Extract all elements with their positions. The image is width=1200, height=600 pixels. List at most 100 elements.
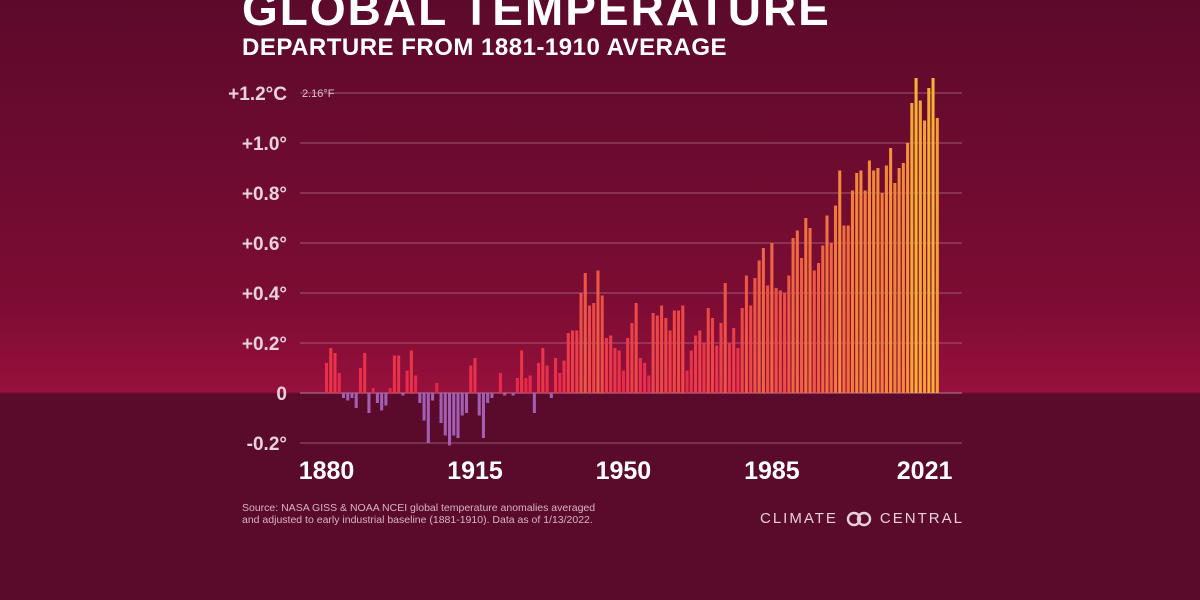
bar-1913 — [464, 393, 469, 413]
bar-1881 — [329, 348, 333, 393]
bar-1953 — [634, 303, 638, 393]
bar-1962 — [672, 310, 676, 393]
bar-1891 — [371, 388, 375, 393]
bar-1959 — [660, 305, 664, 393]
bar-1903 — [422, 393, 426, 421]
bar-1895 — [388, 388, 392, 393]
bar-1955 — [643, 363, 647, 393]
bar-1934 — [554, 358, 558, 393]
bar-1961 — [668, 330, 672, 393]
bar-1918 — [486, 393, 490, 403]
interlocking-rings-icon — [846, 511, 872, 526]
bar-1932 — [545, 365, 549, 393]
bar-1888 — [358, 368, 362, 393]
bar-1949 — [617, 350, 621, 393]
bar-1897 — [397, 355, 401, 393]
bar-1899 — [405, 370, 409, 393]
bar-1902 — [418, 393, 422, 403]
bar-1980 — [749, 305, 753, 393]
y-tick-label: +0.4° — [242, 284, 287, 305]
bar-1944 — [596, 270, 600, 393]
bar-2005 — [855, 173, 859, 393]
bar-1909 — [448, 393, 452, 446]
bar-1892 — [375, 393, 379, 403]
bar-2000 — [833, 205, 838, 393]
bar-1919 — [490, 393, 494, 398]
bar-1886 — [350, 393, 354, 398]
bar-1996 — [817, 263, 821, 393]
bar-1938 — [571, 330, 575, 393]
bar-1985 — [770, 243, 774, 393]
bar-1969 — [702, 343, 706, 393]
bar-1930 — [537, 363, 541, 393]
bar-1940 — [579, 293, 583, 393]
climate-central-logo: CLIMATE CENTRAL — [760, 510, 964, 527]
bar-1982 — [757, 260, 761, 393]
bar-1915 — [473, 358, 477, 393]
bar-1968 — [698, 330, 702, 393]
bar-1883 — [337, 373, 341, 393]
bar-1901 — [414, 375, 418, 393]
bar-1926 — [520, 350, 524, 393]
bar-1965 — [685, 370, 689, 393]
bar-2003 — [846, 225, 850, 393]
bar-2022 — [927, 88, 931, 393]
bar-1885 — [346, 393, 350, 401]
bar-1992 — [800, 258, 804, 393]
chart-title: GLOBAL TEMPERATURE — [242, 0, 831, 35]
x-axis-labels: 1880 1915 1950 1985 2021 — [299, 457, 953, 485]
bar-1946 — [604, 338, 608, 393]
y-top-fahrenheit-label: 2.16°F — [302, 88, 335, 100]
brand-name-left: CLIMATE — [760, 510, 838, 527]
bar-1966 — [689, 350, 693, 393]
bar-1978 — [740, 308, 744, 393]
bar-1963 — [677, 310, 681, 393]
bar-1954 — [638, 358, 642, 393]
bar-2009 — [872, 170, 876, 393]
y-tick-label: +0.8° — [242, 184, 287, 205]
bar-1951 — [626, 338, 630, 393]
bar-2024 — [935, 118, 939, 393]
bar-1957 — [651, 313, 655, 393]
x-tick-label: 1915 — [447, 457, 503, 485]
bar-1880 — [325, 363, 329, 393]
bar-1986 — [774, 288, 778, 393]
brand-name-right: CENTRAL — [879, 510, 964, 527]
bar-1945 — [600, 295, 604, 393]
bar-1972 — [715, 345, 719, 393]
source-line-1: Source: NASA GISS & NOAA NCEI global tem… — [242, 502, 596, 514]
bar-2010 — [876, 168, 880, 393]
bar-1933 — [549, 393, 553, 398]
bar-2002 — [842, 225, 846, 393]
bar-1911 — [456, 393, 460, 438]
bar-2004 — [850, 190, 854, 393]
bar-1939 — [575, 330, 579, 393]
bar-1936 — [562, 360, 566, 393]
bar-1952 — [630, 323, 634, 393]
bar-1971 — [710, 318, 715, 393]
bar-1884 — [341, 393, 346, 398]
bar-1931 — [541, 348, 545, 393]
bar-1977 — [736, 348, 740, 393]
bar-1983 — [761, 248, 765, 393]
source-note: Source: NASA GISS & NOAA NCEI global tem… — [242, 502, 595, 526]
bar-1927 — [524, 378, 528, 393]
bar-1894 — [384, 393, 388, 406]
bar-1896 — [392, 355, 396, 393]
bar-1989 — [787, 275, 791, 393]
bar-2014 — [893, 183, 897, 393]
bar-2001 — [838, 170, 842, 393]
bar-1928 — [528, 375, 532, 393]
bar-1991 — [795, 230, 799, 393]
bar-1924 — [511, 393, 515, 396]
bar-1981 — [753, 278, 757, 393]
bar-1950 — [621, 370, 625, 393]
chart-subtitle: DEPARTURE FROM 1881-1910 AVERAGE — [242, 34, 728, 61]
x-tick-label: 2021 — [897, 457, 953, 485]
bar-1999 — [829, 243, 833, 393]
bar-1914 — [469, 365, 473, 393]
bar-1973 — [719, 323, 723, 393]
y-axis-labels: +1.2°C +1.0° +0.8° +0.6° +0.4° +0.2° 0 -0.2° — [228, 84, 287, 455]
bar-1993 — [804, 218, 808, 393]
bar-1937 — [566, 333, 570, 393]
